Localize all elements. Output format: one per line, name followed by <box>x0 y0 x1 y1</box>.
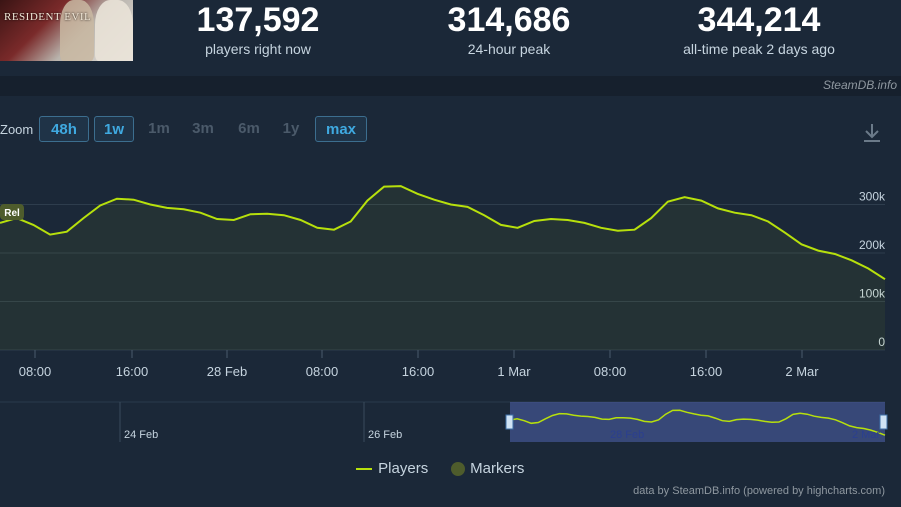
cover-character-left <box>60 0 94 61</box>
x-tick-label: 1 Mar <box>497 364 531 379</box>
navigator-handle-right[interactable] <box>879 414 888 430</box>
chart-credit[interactable]: data by SteamDB.info (powered by highcha… <box>633 485 885 497</box>
navigator-selection[interactable] <box>510 402 885 442</box>
stat-value: 344,214 <box>697 1 821 39</box>
legend-label: Markers <box>470 460 525 477</box>
x-tick-label: 08:00 <box>594 364 627 379</box>
x-tick-label: 08:00 <box>306 364 339 379</box>
zoom-3m-button[interactable]: 3m <box>192 120 214 137</box>
navigator-handle-left[interactable] <box>505 414 514 430</box>
stat-24h-peak: 314,686 24-hour peak <box>409 0 609 58</box>
x-tick-label: 16:00 <box>402 364 435 379</box>
stat-value: 137,592 <box>196 1 320 39</box>
nav-tick-label: 2 Mar <box>852 429 880 441</box>
stat-value: 314,686 <box>447 1 571 39</box>
x-tick-label: 28 Feb <box>207 364 247 379</box>
legend-dot-icon <box>451 462 465 477</box>
cover-title: RESIDENT EVIL <box>4 11 92 23</box>
zoom-6m-button[interactable]: 6m <box>238 120 260 137</box>
player-chart: Zoom 48h 1w 1m 3m 6m 1y max 0 100k 200k 300… <box>0 96 901 507</box>
steamdb-brand[interactable]: SteamDB.info <box>822 78 897 92</box>
y-tick-label: 0 <box>878 335 885 349</box>
x-tick-label: 16:00 <box>116 364 149 379</box>
marker-label: Rel <box>4 208 20 219</box>
zoom-1m-button[interactable]: 1m <box>148 120 170 137</box>
players-area <box>0 186 885 350</box>
x-tick-label: 16:00 <box>690 364 723 379</box>
legend-line-icon <box>356 468 372 471</box>
y-tick-label: 200k <box>859 238 886 252</box>
players-line <box>0 185 886 281</box>
legend-item-players[interactable]: Players <box>356 460 428 477</box>
zoom-label: Zoom <box>0 122 34 137</box>
download-icon[interactable] <box>862 122 882 144</box>
stat-label: 24-hour peak <box>467 41 551 57</box>
y-tick-label: 300k <box>859 190 886 204</box>
legend-label: Players <box>378 460 429 477</box>
zoom-1y-button[interactable]: 1y <box>282 120 300 137</box>
chart-canvas: 0 100k 200k 300k 08:00 16:00 28 Feb 08:00 16:00… <box>0 185 888 462</box>
marker-badge <box>0 204 24 220</box>
cover-character-right <box>95 0 133 61</box>
navigator[interactable]: 24 Feb 26 Feb 28 Feb 2 Mar <box>0 401 888 462</box>
nav-tick-label: 28 Feb <box>610 429 644 441</box>
stat-label: all-time peak 2 days ago <box>683 41 835 57</box>
zoom-1w-button[interactable]: 1w <box>94 116 134 142</box>
x-tick-label: 2 Mar <box>785 364 819 379</box>
stat-alltime-peak: 344,214 all-time peak 2 days ago <box>659 0 859 58</box>
zoom-max-button[interactable]: max <box>315 116 367 142</box>
game-cover-image[interactable]: RESIDENT EVIL <box>0 0 133 61</box>
steamdb-brand-bar: SteamDB.info <box>0 76 901 96</box>
y-tick-label: 100k <box>859 287 886 301</box>
stats-header: RESIDENT EVIL 137,592 players right now … <box>0 0 901 76</box>
navigator-line <box>509 409 886 436</box>
stat-label: players right now <box>205 41 311 57</box>
nav-tick-label: 26 Feb <box>368 429 402 441</box>
zoom-48h-button[interactable]: 48h <box>39 116 89 142</box>
nav-tick-label: 24 Feb <box>124 429 158 441</box>
release-marker[interactable]: Rel <box>0 204 24 220</box>
stat-current-players: 137,592 players right now <box>158 0 358 58</box>
legend-item-markers[interactable]: Markers <box>450 460 524 477</box>
x-tick-label: 08:00 <box>19 364 52 379</box>
